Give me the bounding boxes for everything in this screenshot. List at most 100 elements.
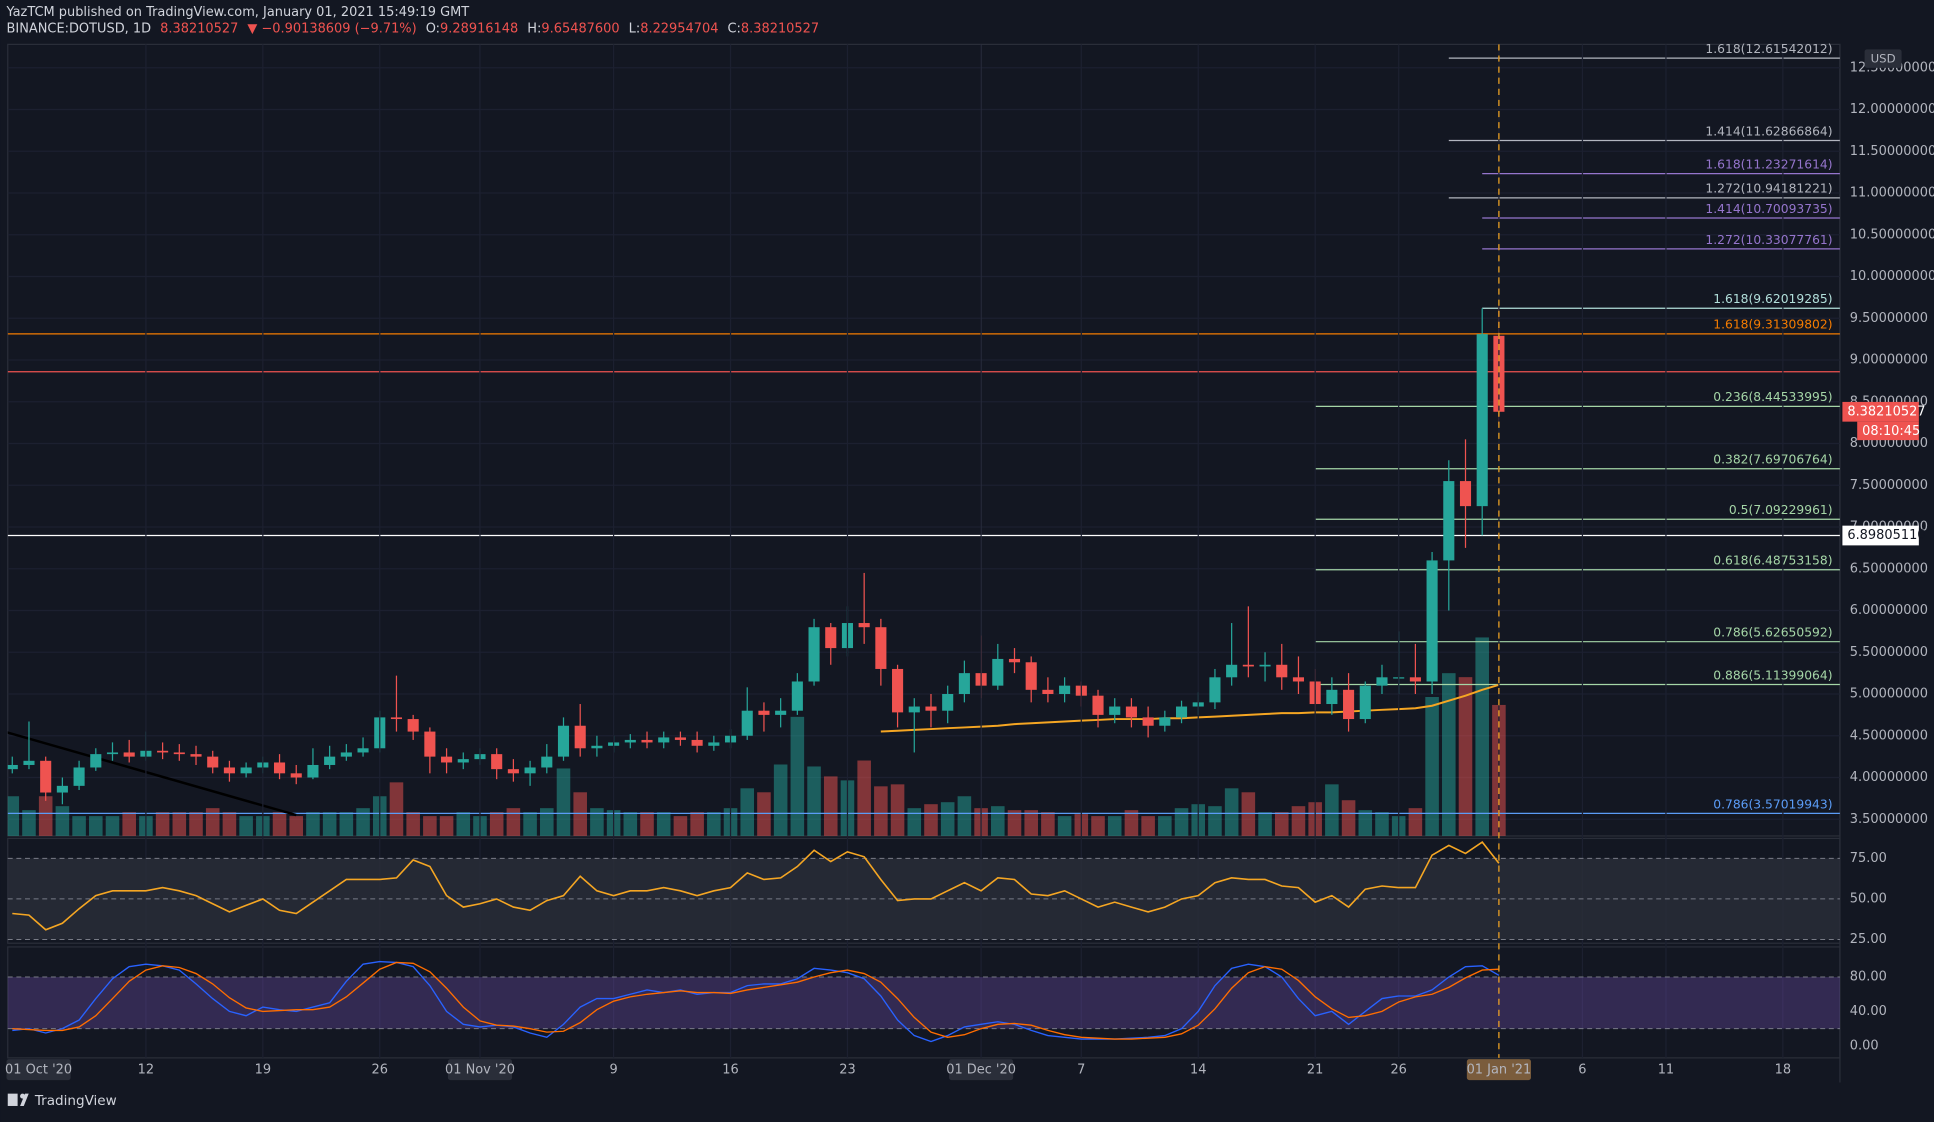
volume-bar xyxy=(1341,800,1356,836)
ohlc-key: H: xyxy=(527,21,541,36)
candle-body xyxy=(1459,481,1472,507)
ohlc-value: 8.38210527 xyxy=(741,21,819,36)
candle-body xyxy=(708,742,720,746)
volume-bar xyxy=(306,812,320,836)
candle-body xyxy=(591,745,603,749)
candle-body xyxy=(273,762,286,774)
candle-body xyxy=(908,706,920,713)
candle-body xyxy=(324,756,336,765)
volume-bar xyxy=(272,812,287,836)
volume-bar xyxy=(1208,806,1222,836)
candle-body xyxy=(892,668,904,713)
candle-body xyxy=(457,759,469,763)
volume-bar xyxy=(22,810,36,836)
candle-body xyxy=(658,737,670,743)
logo-mark xyxy=(20,1093,29,1106)
stoch-k xyxy=(12,960,1500,1043)
symbol-line: BINANCE:DOTUSD, 1D 8.38210527 ▼ −0.90138… xyxy=(7,21,820,36)
fib-label: 0.618(6.48753158) xyxy=(1713,554,1832,568)
candle-body xyxy=(641,739,653,743)
volume-bar xyxy=(1124,810,1139,836)
volume-bar xyxy=(773,764,788,836)
volume-bar xyxy=(890,784,905,836)
x-tick-label: 26 xyxy=(372,1063,388,1078)
stoch-tick-label: 0.00 xyxy=(1850,1038,1879,1053)
x-tick-label: 11 xyxy=(1658,1063,1674,1078)
x-tick-label: 23 xyxy=(839,1063,855,1078)
volume-bar xyxy=(356,808,370,836)
volume-bar xyxy=(423,816,437,836)
candle-body xyxy=(1409,677,1421,682)
volume-bar xyxy=(205,808,220,836)
candle-body xyxy=(407,719,419,732)
volume-bar xyxy=(1174,808,1189,836)
volume-bar xyxy=(924,804,938,836)
fib-label: 0.5(7.09229961) xyxy=(1729,503,1833,517)
candle-body xyxy=(1443,481,1455,561)
candle-body xyxy=(441,756,453,763)
candle-body xyxy=(624,739,636,743)
volume-bar xyxy=(1057,816,1072,836)
volume-bar xyxy=(389,782,404,836)
candle-body xyxy=(958,673,970,695)
y-tick-label: 4.00000000 xyxy=(1850,770,1928,785)
price-label: 6.89805110 xyxy=(1847,528,1925,543)
candle-body xyxy=(1209,677,1221,703)
moving-average xyxy=(880,683,1500,733)
candle-body xyxy=(992,658,1004,686)
candle-body xyxy=(741,710,753,736)
volume-bar xyxy=(623,812,638,836)
candle-body xyxy=(524,767,536,774)
candle-body xyxy=(207,756,219,768)
candle-body xyxy=(390,717,403,720)
candle-body xyxy=(691,739,703,746)
fib-label: 1.618(12.61542012) xyxy=(1705,42,1832,56)
candle-body xyxy=(925,706,937,711)
candle-body xyxy=(40,760,52,793)
x-tick-box xyxy=(949,1059,1014,1081)
x-tick-label: 19 xyxy=(255,1063,271,1078)
candle-body xyxy=(825,627,837,649)
volume-bar xyxy=(540,808,554,836)
volume-bar xyxy=(1458,677,1473,836)
logo xyxy=(7,1093,29,1106)
volume-bar xyxy=(807,766,821,836)
volume-bar xyxy=(1475,637,1489,836)
main-plot xyxy=(7,44,1840,836)
volume-bar xyxy=(1141,816,1155,836)
candle-body xyxy=(1292,677,1305,682)
volume-bar xyxy=(740,788,755,836)
candle-body xyxy=(190,754,202,757)
candle-body xyxy=(1476,334,1488,507)
ohlc-key: O: xyxy=(426,21,440,36)
y-tick-label: 11.50000000 xyxy=(1850,144,1934,159)
volume-bar xyxy=(172,812,187,836)
candle-body xyxy=(1326,689,1338,705)
candle-body xyxy=(73,767,85,786)
x-tick-label: 01 Dec '20 xyxy=(946,1063,1016,1078)
fib-label: 1.414(10.70093735) xyxy=(1705,202,1832,216)
unit-box xyxy=(1864,49,1902,68)
x-tick-label: 01 Oct '20 xyxy=(5,1063,72,1078)
candle-body xyxy=(1008,658,1021,663)
y-tick-label: 7.50000000 xyxy=(1850,478,1928,493)
fib-label: 0.786(3.57019943) xyxy=(1713,797,1832,811)
candle-body xyxy=(1142,717,1154,726)
rsi-tick-label: 75.00 xyxy=(1850,851,1887,866)
candle-body xyxy=(1092,695,1104,715)
x-tick-label: 16 xyxy=(722,1063,738,1078)
fib-label: 1.414(11.62866864) xyxy=(1705,124,1832,138)
x-tick-label: 26 xyxy=(1390,1063,1406,1078)
volume-bar xyxy=(874,786,888,836)
last: 8.38210527 xyxy=(160,21,238,36)
volume-bar xyxy=(222,812,237,836)
candle-body xyxy=(875,627,887,669)
volume-bar xyxy=(707,812,721,836)
rsi-tick-label: 50.00 xyxy=(1850,891,1887,906)
fib-label: 0.382(7.69706764) xyxy=(1713,453,1832,467)
fib-label: 1.272(10.33077761) xyxy=(1705,233,1832,247)
candle-body xyxy=(123,752,135,757)
y-tick-label: 12.00000000 xyxy=(1850,102,1934,117)
volume-bar xyxy=(673,816,688,836)
